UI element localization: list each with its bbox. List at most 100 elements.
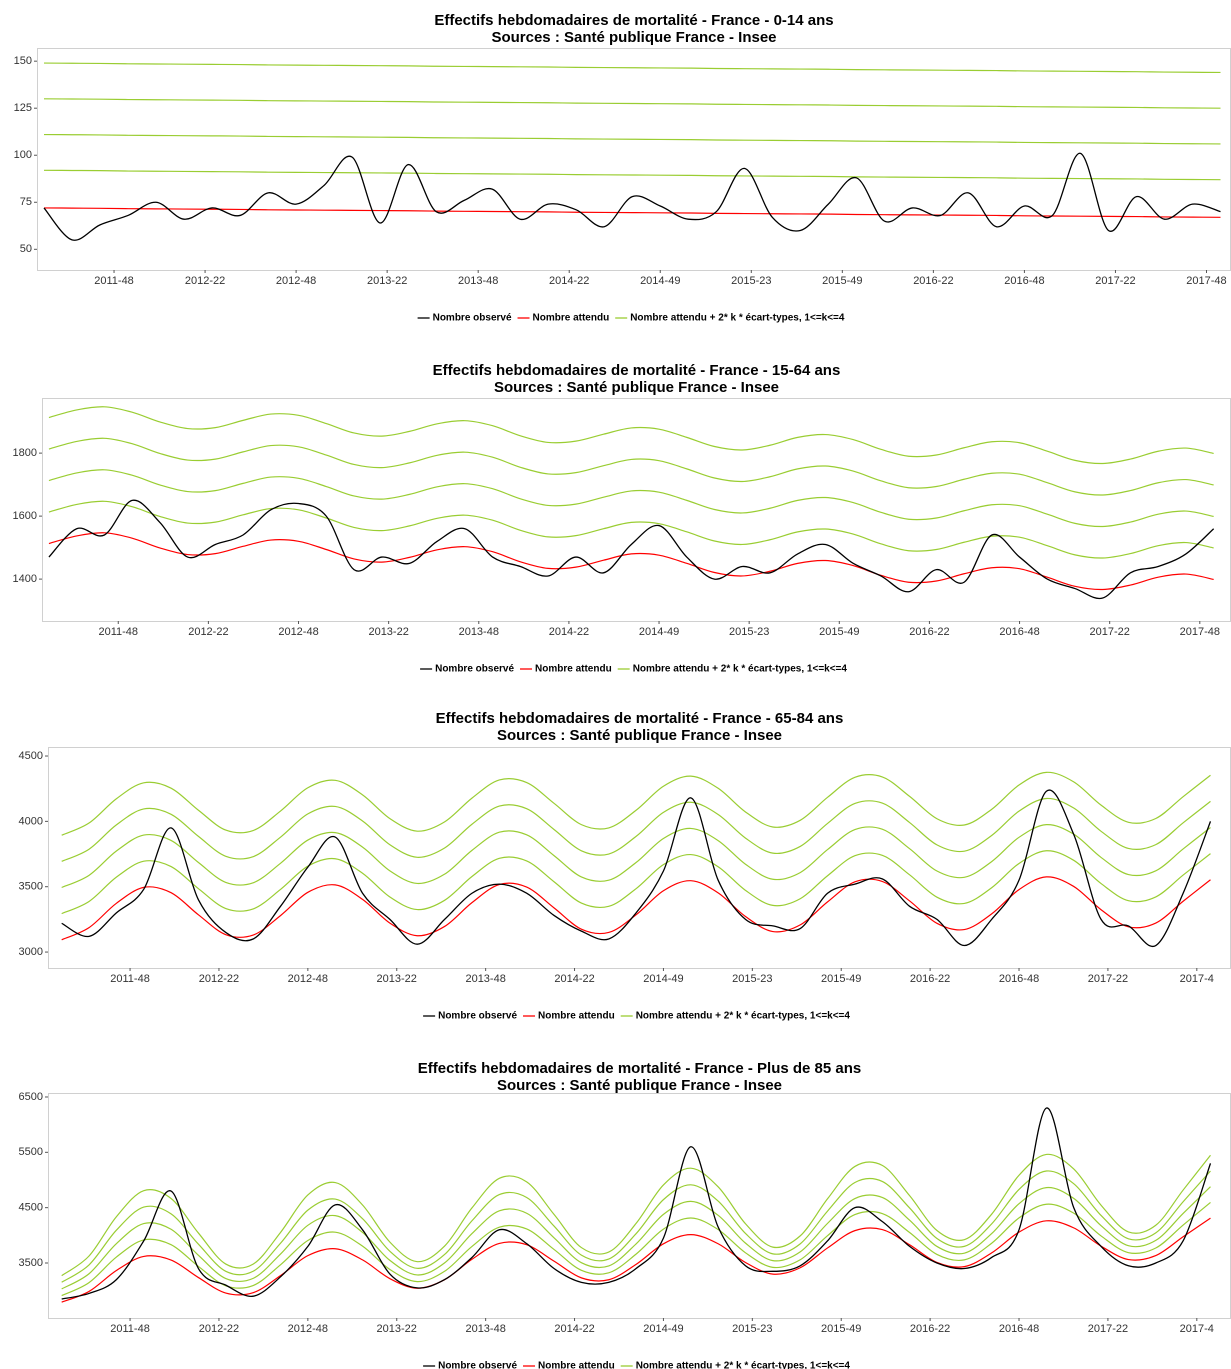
x-tick-label: 2016-22 (910, 1323, 950, 1335)
x-tick-label: 2012-22 (188, 626, 228, 638)
x-tick-label: 2013-22 (368, 626, 408, 638)
series-line (43, 98, 1221, 109)
series-line (43, 133, 1221, 145)
chart-subtitle: Sources : Santé publique France - Insee (497, 727, 782, 744)
y-tick-label: 4500 (19, 1202, 43, 1214)
chart-title: Effectifs hebdomadaires de mortalité - F… (433, 362, 841, 379)
x-tick-label: 2014-49 (640, 275, 680, 287)
x-tick-label: 2014-22 (549, 626, 589, 638)
x-tick-label: 2015-49 (821, 1323, 861, 1335)
x-tick-label: 2015-49 (819, 626, 859, 638)
plot-panel (42, 398, 1231, 622)
legend: Nombre observé Nombre attendu Nombre atten… (423, 1361, 850, 1369)
x-tick-label: 2011-48 (110, 973, 150, 985)
series-line (48, 500, 1214, 559)
y-tick-label: 75 (20, 196, 32, 208)
x-tick-label: 2014-49 (639, 626, 679, 638)
x-tick-label: 2015-49 (821, 973, 861, 985)
plot-area (43, 62, 1221, 241)
x-tick-label: 2015-49 (822, 275, 862, 287)
y-tick-label: 4500 (19, 750, 43, 762)
legend-label: Nombre attendu + 2* k * écart-types, 1<=… (630, 313, 845, 324)
y-tick-label: 6500 (19, 1091, 43, 1103)
legend: Nombre observé Nombre attendu Nombre atten… (420, 664, 847, 675)
x-tick-label: 2016-48 (999, 626, 1039, 638)
series-line (61, 1186, 1211, 1290)
chart-subtitle: Sources : Santé publique France - Insee (494, 379, 779, 396)
series-line (61, 1107, 1212, 1300)
x-tick-label: 2016-48 (999, 1323, 1039, 1335)
x-tick-label: 2014-22 (549, 275, 589, 287)
chart-title: Effectifs hebdomadaires de mortalité - F… (434, 12, 833, 29)
y-tick-label: 100 (14, 149, 32, 161)
series-line (48, 532, 1214, 591)
x-tick-label: 2014-49 (643, 1323, 683, 1335)
chart-subtitle: Sources : Santé publique France - Insee (491, 29, 776, 46)
x-tick-label: 2012-48 (276, 275, 316, 287)
chart: Effectifs hebdomadaires de mortalité - F… (13, 362, 1231, 675)
y-tick-label: 1800 (13, 447, 37, 459)
y-tick-label: 150 (14, 55, 32, 67)
plot-area (48, 406, 1215, 600)
x-tick-label: 2014-22 (554, 973, 594, 985)
x-tick-label: 2015-23 (732, 1323, 772, 1335)
x-tick-label: 2016-22 (913, 275, 953, 287)
legend-label: Nombre attendu (538, 1011, 615, 1022)
x-tick-label: 2012-22 (199, 1323, 239, 1335)
series-line (61, 789, 1212, 948)
legend-label: Nombre observé (433, 313, 512, 324)
chart-subtitle: Sources : Santé publique France - Insee (497, 1077, 782, 1094)
legend: Nombre observé Nombre attendu Nombre atten… (423, 1011, 850, 1022)
series-line (43, 169, 1221, 181)
chart: Effectifs hebdomadaires de mortalité - F… (14, 12, 1231, 324)
chart-title: Effectifs hebdomadaires de mortalité - F… (436, 710, 844, 727)
x-tick-label: 2014-22 (554, 1323, 594, 1335)
legend-label: Nombre attendu + 2* k * écart-types, 1<=… (636, 1011, 851, 1022)
series-line (61, 850, 1211, 915)
y-tick-label: 3000 (19, 946, 43, 958)
series-line (61, 1153, 1211, 1277)
y-tick-label: 1600 (13, 510, 37, 522)
x-tick-label: 2012-22 (199, 973, 239, 985)
legend-label: Nombre observé (438, 1361, 517, 1369)
plot-panel (48, 747, 1231, 969)
x-tick-label: 2017-22 (1088, 973, 1128, 985)
y-tick-label: 5500 (19, 1146, 43, 1158)
series-line (61, 1170, 1211, 1283)
chart: Effectifs hebdomadaires de mortalité - F… (19, 1060, 1231, 1369)
y-tick-label: 125 (14, 102, 32, 114)
series-line (61, 1201, 1211, 1297)
series-line (61, 1217, 1211, 1303)
x-tick-label: 2017-22 (1088, 1323, 1128, 1335)
x-tick-label: 2011-48 (98, 626, 138, 638)
legend-label: Nombre attendu + 2* k * écart-types, 1<=… (633, 664, 848, 675)
x-tick-label: 2016-48 (1004, 275, 1044, 287)
x-tick-label: 2017-4 (1180, 1323, 1214, 1335)
x-tick-label: 2012-48 (278, 626, 318, 638)
legend-label: Nombre attendu (533, 313, 610, 324)
x-tick-label: 2016-22 (909, 626, 949, 638)
x-tick-label: 2016-48 (999, 973, 1039, 985)
series-line (43, 152, 1221, 241)
plot-panel (37, 48, 1231, 271)
x-tick-label: 2017-22 (1089, 626, 1129, 638)
y-tick-label: 1400 (13, 573, 37, 585)
x-tick-label: 2013-48 (465, 973, 505, 985)
series-line (43, 207, 1221, 218)
series-line (43, 62, 1221, 74)
series-line (48, 437, 1214, 496)
x-tick-label: 2011-48 (94, 275, 134, 287)
x-tick-label: 2017-4 (1180, 973, 1214, 985)
x-tick-label: 2013-48 (459, 626, 499, 638)
series-line (61, 876, 1211, 941)
x-tick-label: 2017-48 (1186, 275, 1226, 287)
x-tick-label: 2017-48 (1180, 626, 1220, 638)
x-tick-label: 2015-23 (732, 973, 772, 985)
legend-label: Nombre attendu + 2* k * écart-types, 1<=… (636, 1361, 851, 1369)
plot-area (61, 1107, 1212, 1303)
legend-label: Nombre attendu (535, 664, 612, 675)
x-tick-label: 2016-22 (910, 973, 950, 985)
x-tick-label: 2015-23 (729, 626, 769, 638)
x-tick-label: 2013-48 (465, 1323, 505, 1335)
x-tick-label: 2012-48 (288, 1323, 328, 1335)
